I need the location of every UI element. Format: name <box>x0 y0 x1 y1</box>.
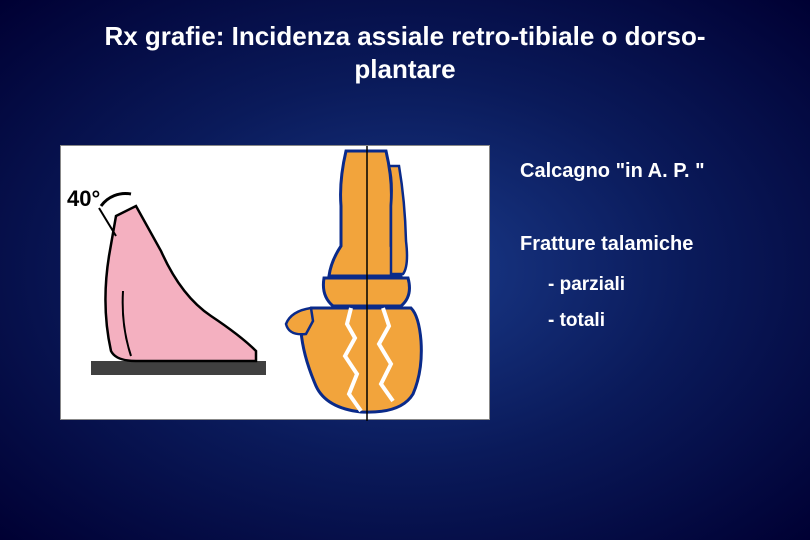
bullet-parziali: - parziali <box>548 274 780 296</box>
anatomy-diagram <box>61 146 491 421</box>
angle-arc <box>101 193 131 206</box>
sustentaculum-label: Sustentaculum tali <box>170 150 339 172</box>
diagram-container: 40° <box>60 145 490 420</box>
ap-heading: Calcagno "in A. P. " <box>520 160 780 183</box>
fractures-heading: Fratture talamiche <box>520 233 780 256</box>
angle-ray-1 <box>99 208 116 236</box>
bullet-totali: - totali <box>548 310 780 332</box>
angle-label: 40° <box>67 186 100 212</box>
foot-lateral-shape <box>105 206 256 361</box>
right-column: Calcagno "in A. P. " Fratture talamiche … <box>520 160 780 346</box>
calcaneus-shape <box>301 308 422 412</box>
content-area: 40° Sustentaculum tali Calcagno "in A. P… <box>0 105 810 525</box>
xray-table <box>91 361 266 375</box>
sustentaculum-shape <box>286 308 313 334</box>
slide-title: Rx grafie: Incidenza assiale retro-tibia… <box>0 0 810 85</box>
fibula-shape <box>389 166 407 274</box>
